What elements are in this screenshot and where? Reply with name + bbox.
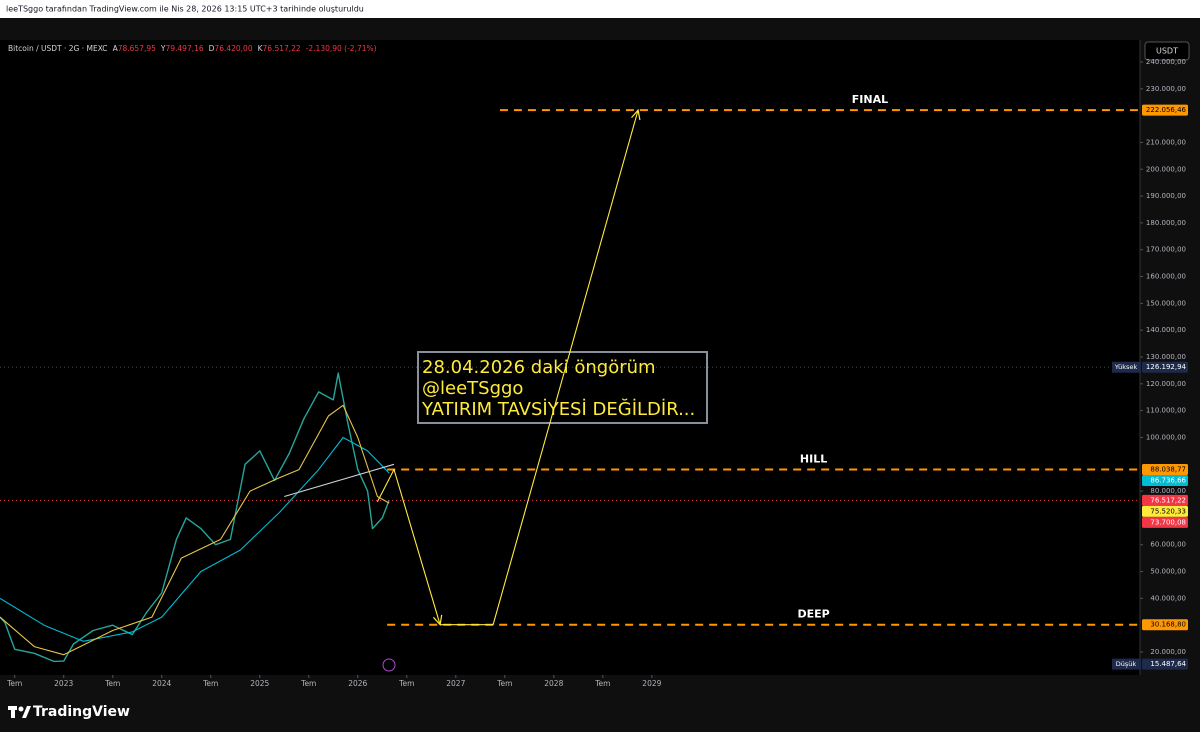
price-label-tag [1112,361,1141,373]
plot-area [0,40,1140,675]
x-tick-label: 2028 [544,679,563,688]
price-label: 222.056,46 [1146,106,1187,114]
currency-button[interactable] [1144,41,1190,61]
legend-part: K [258,44,264,53]
series-line [0,404,390,656]
x-tick-label: Tem [496,679,512,688]
y-tick-label: 150.000,00 [1146,299,1186,307]
series-line [0,436,390,642]
y-tick-label: 20.000,00 [1150,648,1186,656]
logo [8,706,31,718]
y-tick-label: 40.000,00 [1150,594,1186,602]
series-line [284,463,395,498]
x-tick-label: Tem [6,679,22,688]
y-tick-label: 190.000,00 [1146,192,1186,200]
price-label: 73.700,08 [1150,518,1186,526]
y-tick-label: 130.000,00 [1146,353,1186,361]
y-tick-label: 100.000,00 [1146,433,1186,441]
price-label-box [1142,505,1188,517]
price-label-box [1142,475,1188,487]
y-tick-label: 140.000,00 [1146,326,1186,334]
arrow-head [432,614,443,627]
legend-part: Bitcoin / USDT · 2G · MEXC [8,44,108,53]
price-label-box [1142,464,1188,476]
price-label-box [1142,619,1188,631]
price-label: 126.192,94 [1146,363,1187,371]
x-tick-label: Tem [594,679,610,688]
x-tick-label: 2026 [348,679,367,688]
y-tick-label: 110.000,00 [1146,407,1186,415]
x-tick-label: Tem [202,679,218,688]
price-label-prefix: Yüksek [1114,363,1137,371]
annotation-box [417,351,708,424]
y-tick-label: 210.000,00 [1146,138,1186,146]
x-tick-label: 2025 [250,679,269,688]
legend: Bitcoin / USDT · 2G · MEXC A78.657,95 Y79.… [8,44,377,53]
x-tick-label: Tem [104,679,120,688]
legend-part: -2.130,90 (-2,71%) [306,44,377,53]
legend-part: Y [160,44,166,53]
legend-part: D [209,44,215,53]
x-tick-label: 2023 [54,679,73,688]
annotation-line: @leeTSggo [422,378,523,399]
annotation-line: YATIRIM TAVSİYESİ DEĞİLDİR... [421,398,695,420]
legend-part: A [113,44,119,53]
price-label: 86.736,66 [1150,477,1186,485]
legend-text: Bitcoin / USDT · 2G · MEXC A78.657,95 Y79.… [8,44,377,53]
y-tick-label: 120.000,00 [1146,380,1186,388]
x-tick-label: Tem [398,679,414,688]
price-label-box [1142,104,1188,116]
header-bar [0,0,1200,18]
legend-part: 79.497,16 [165,44,203,53]
level-label: HILL [800,453,827,466]
price-label-box [1142,516,1188,528]
price-label-prefix: Düşük [1116,660,1137,668]
y-tick-label: 200.000,00 [1146,165,1186,173]
y-tick-label: 50.000,00 [1150,568,1186,576]
price-label: 75.520,33 [1150,507,1186,515]
legend-part: 78.657,95 [118,44,156,53]
price-label: 76.517,22 [1150,496,1186,504]
y-tick-label: 240.000,00 [1146,58,1186,66]
price-label-tag [1112,658,1141,670]
y-tick-label: 60.000,00 [1150,541,1186,549]
x-tick-label: Tem [300,679,316,688]
y-tick-label: 180.000,00 [1146,219,1186,227]
legend-part: 76.517,22 [263,44,301,53]
x-tick-label: 2029 [642,679,661,688]
event-icon[interactable] [382,658,396,672]
series-line [0,372,390,663]
price-label-box [1142,658,1188,670]
y-tick-label: 230.000,00 [1146,85,1186,93]
annotation-line: 28.04.2026 daki öngörüm [422,357,656,378]
arrow-head [631,108,641,121]
price-label-box [1142,494,1188,506]
price-label: 88.038,77 [1150,466,1186,474]
y-tick-label: 80.000,00 [1150,487,1186,495]
level-label: FINAL [852,93,888,106]
x-tick-label: 2024 [152,679,171,688]
price-label-box [1142,361,1188,373]
header-text: leeTSggo tarafından TradingView.com ile … [6,5,364,14]
price-label: 30.168,80 [1150,621,1186,629]
y-tick-label: 160.000,00 [1146,273,1186,281]
brand: TradingView [33,704,130,720]
legend-part: 76.420,00 [214,44,252,53]
price-label: 15.487,64 [1150,660,1186,668]
y-tick-label: 170.000,00 [1146,246,1186,254]
currency-text: USDT [1156,47,1178,56]
x-tick-label: 2027 [446,679,465,688]
level-label: DEEP [797,608,829,621]
